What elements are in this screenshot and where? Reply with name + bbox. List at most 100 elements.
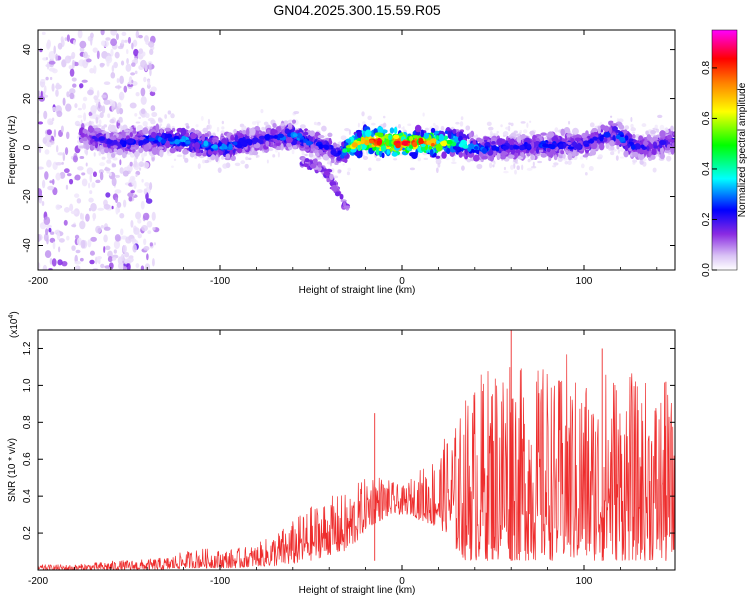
spectrogram-noise-blob — [140, 108, 146, 115]
spectrogram-noise-blob — [90, 236, 97, 242]
spectrogram-halo-blob — [141, 152, 145, 159]
spectrogram-halo-blob — [267, 148, 274, 152]
spectrogram-noise-blob — [126, 256, 134, 263]
spectrogram-halo-blob — [466, 125, 469, 130]
spectrogram-band-blob — [317, 134, 325, 139]
spectrogram-halo-blob — [666, 155, 672, 162]
spectrogram-ridge-blob — [446, 139, 453, 145]
spectrogram-band-blob — [194, 129, 200, 134]
spectrogram-noise-blob — [66, 131, 70, 140]
spectrogram-band-blob — [670, 146, 675, 155]
spectrogram-halo-blob — [245, 156, 249, 161]
spectrogram-ridge-blob — [426, 140, 432, 145]
spectrogram-band-blob — [233, 128, 237, 134]
spectrogram-halo-blob — [450, 161, 456, 164]
spectrogram-noise-blob — [145, 112, 150, 119]
spectrogram-halo-blob — [639, 159, 644, 165]
spectrogram-noise-blob — [140, 200, 145, 210]
spectrogram-noise-blob — [98, 101, 101, 109]
spectrogram-halo-blob — [489, 130, 493, 137]
spectrogram-halo-blob — [567, 160, 572, 165]
spectrogram-band-blob — [610, 145, 615, 151]
spectrogram-noise-blob — [92, 47, 98, 53]
spectrogram-band-blob — [376, 126, 384, 134]
spectrogram-noise-blob — [74, 260, 81, 265]
spectrogram-noise-blob — [119, 159, 122, 166]
spectrogram-band-blob — [202, 152, 208, 157]
x-tick-label: -200 — [28, 576, 48, 587]
spectrogram-noise-blob — [49, 257, 53, 265]
spectrogram-y-label: Frequency (Hz) — [7, 116, 18, 185]
spectrogram-band-blob — [280, 123, 285, 127]
spectrogram-noise-blob — [144, 263, 151, 270]
spectrogram-noise-blob — [114, 174, 120, 178]
spectrogram-halo-blob — [357, 122, 360, 128]
spectrogram-noise-blob — [79, 83, 84, 89]
spectrogram-noise-blob — [65, 184, 69, 190]
spectrogram-noise-blob — [89, 259, 95, 265]
spectrogram-halo-blob — [331, 168, 335, 174]
spectrogram-ridge-blob — [624, 135, 629, 141]
spectrogram-band-blob — [612, 126, 618, 132]
spectrogram-noise-blob — [89, 250, 95, 256]
spectrogram-band-blob — [151, 147, 159, 155]
spectrogram-noise-blob — [91, 182, 96, 189]
spectrogram-noise-blob — [144, 182, 150, 187]
spectrogram-halo-blob — [657, 114, 663, 119]
spectrogram-band-blob — [132, 129, 137, 134]
spectrogram-halo-blob — [184, 157, 189, 163]
spectrogram-band-blob — [454, 136, 458, 144]
spectrogram-halo-blob — [632, 159, 638, 163]
snr-x-label: Height of straight line (km) — [299, 585, 416, 596]
spectrogram-halo-blob — [260, 109, 264, 114]
spectrogram-noise-blob — [116, 201, 122, 209]
spectrogram-halo-blob — [402, 125, 405, 132]
spectrogram-halo-blob — [435, 158, 442, 165]
spectrogram-halo-blob — [393, 158, 398, 161]
spectrogram-noise-blob — [73, 61, 79, 67]
spectrogram-halo-blob — [157, 117, 162, 122]
spectrogram-noise-blob — [92, 267, 99, 270]
spectrogram-noise-blob — [148, 41, 155, 48]
snr-frame — [37, 329, 676, 571]
spectrogram-band-blob — [263, 121, 269, 126]
spectrogram-noise-blob — [129, 102, 137, 109]
snr-scale-prefix: (x104) — [8, 311, 20, 338]
spectrogram-halo-blob — [610, 151, 615, 156]
spectrogram-halo-blob — [202, 127, 208, 133]
spectrogram-band-blob — [515, 133, 522, 137]
spectrogram-band-blob — [182, 148, 189, 155]
spectrogram-halo-blob — [170, 165, 174, 169]
spectrogram-noise-blob — [110, 38, 118, 47]
spectrogram-halo-blob — [337, 169, 342, 174]
spectrogram-noise-blob — [71, 245, 76, 251]
spectrogram-noise-blob — [47, 118, 54, 126]
spectrogram-noise-blob — [74, 174, 81, 181]
spectrogram-noise-blob — [48, 50, 56, 60]
spectrogram-noise-blob — [100, 40, 106, 46]
spectrogram-halo-blob — [440, 125, 445, 131]
spectrogram-noise-blob — [99, 112, 104, 119]
spectrogram-band-blob — [435, 134, 440, 141]
spectrogram-halo-blob — [315, 123, 320, 126]
spectrogram-noise-blob — [43, 216, 51, 226]
spectrogram-halo-blob — [84, 148, 88, 155]
spectrogram-noise-blob — [88, 111, 93, 117]
y-tick-label: 1.0 — [22, 378, 33, 392]
spectrogram-branch-blob — [334, 191, 341, 197]
spectrogram-halo-blob — [514, 169, 517, 175]
x-tick-label: 100 — [576, 576, 593, 587]
spectrogram-halo-blob — [340, 135, 347, 141]
spectrogram-ridge-blob — [430, 138, 437, 143]
colorbar-tick-label: 0.6 — [701, 111, 712, 125]
spectrogram-noise-blob — [121, 39, 125, 45]
spectrogram-noise-blob — [133, 227, 140, 235]
spectrogram-band-blob — [236, 147, 243, 154]
spectrogram-noise-blob — [74, 265, 81, 270]
spectrogram-band-blob — [116, 148, 124, 156]
spectrogram-band-blob — [491, 141, 496, 145]
spectrogram-noise-blob — [72, 155, 79, 163]
spectrogram-band-blob — [80, 133, 85, 138]
y-tick-label: 0 — [22, 144, 33, 150]
spectrogram-noise-blob — [70, 210, 78, 215]
